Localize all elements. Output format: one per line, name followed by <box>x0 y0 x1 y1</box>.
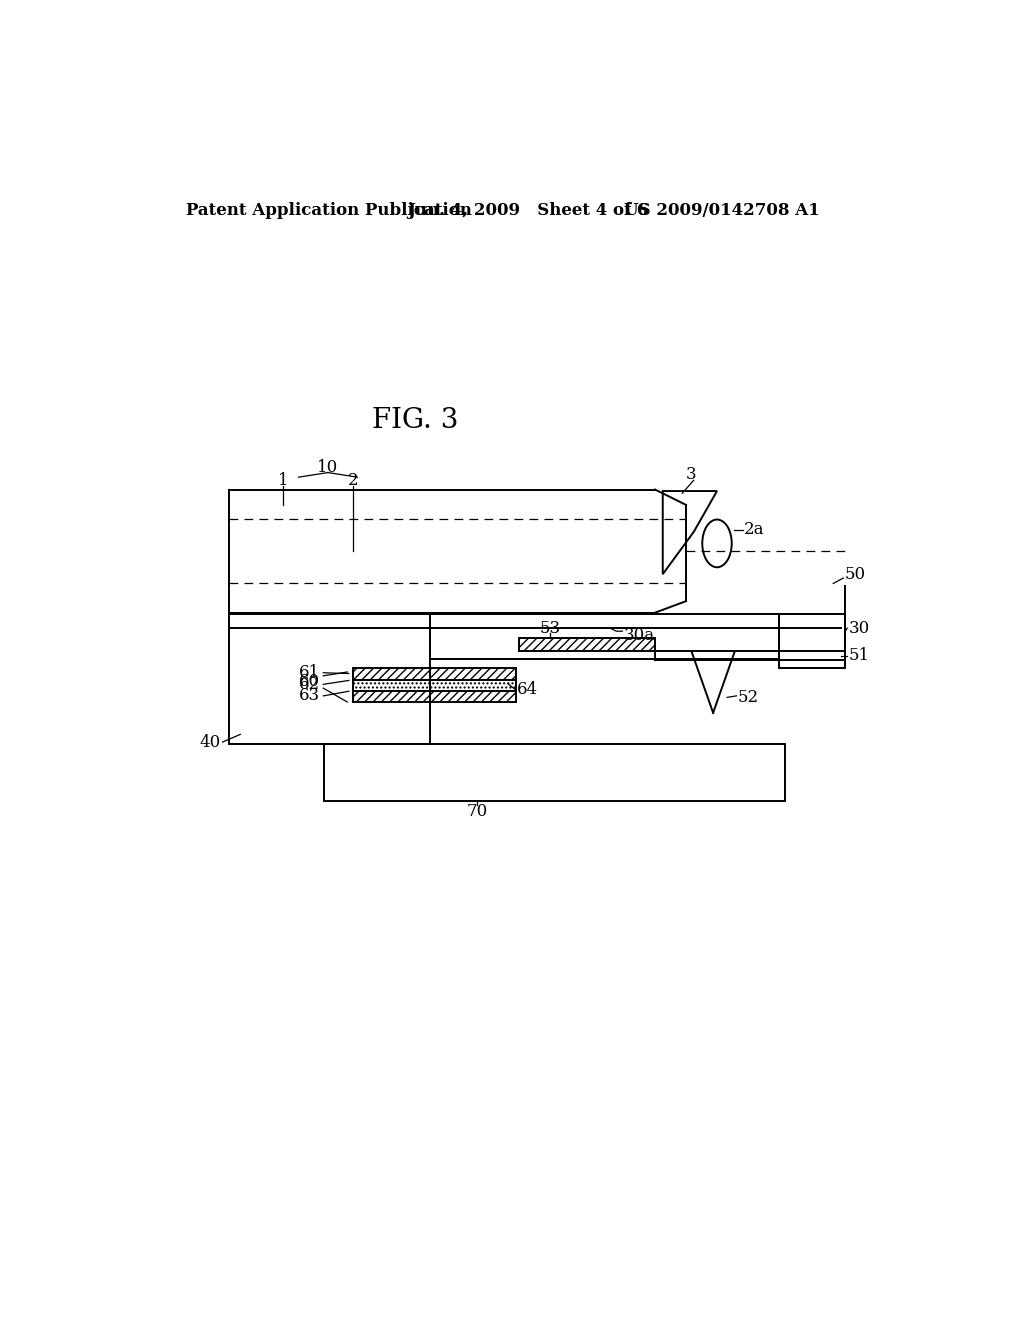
Bar <box>519 638 655 651</box>
Text: 30a: 30a <box>624 627 655 644</box>
Text: US 2009/0142708 A1: US 2009/0142708 A1 <box>624 202 820 219</box>
Text: Jun. 4, 2009   Sheet 4 of 6: Jun. 4, 2009 Sheet 4 of 6 <box>407 202 648 219</box>
Text: 3: 3 <box>686 466 696 483</box>
Text: 62: 62 <box>299 676 321 693</box>
Text: 2a: 2a <box>744 521 765 539</box>
Text: 1: 1 <box>278 471 289 488</box>
Text: 51: 51 <box>849 647 869 664</box>
Text: 30: 30 <box>849 619 870 636</box>
Text: 40: 40 <box>200 734 221 751</box>
Text: 52: 52 <box>738 689 759 706</box>
Text: 63: 63 <box>299 688 321 705</box>
Ellipse shape <box>702 520 732 568</box>
Text: 70: 70 <box>466 803 487 820</box>
Text: 53: 53 <box>540 619 561 636</box>
Text: 50: 50 <box>845 566 866 582</box>
Text: 64: 64 <box>517 681 539 698</box>
Text: Patent Application Publication: Patent Application Publication <box>186 202 472 219</box>
Text: 10: 10 <box>317 459 339 477</box>
Bar <box>779 614 845 668</box>
Text: 60: 60 <box>299 673 321 690</box>
Text: 61: 61 <box>299 664 321 681</box>
Bar <box>352 668 515 681</box>
Bar <box>352 681 515 692</box>
Bar <box>352 692 515 702</box>
Bar <box>324 743 785 801</box>
Polygon shape <box>663 491 717 574</box>
Text: FIG. 3: FIG. 3 <box>372 407 458 434</box>
Text: 2: 2 <box>347 471 358 488</box>
